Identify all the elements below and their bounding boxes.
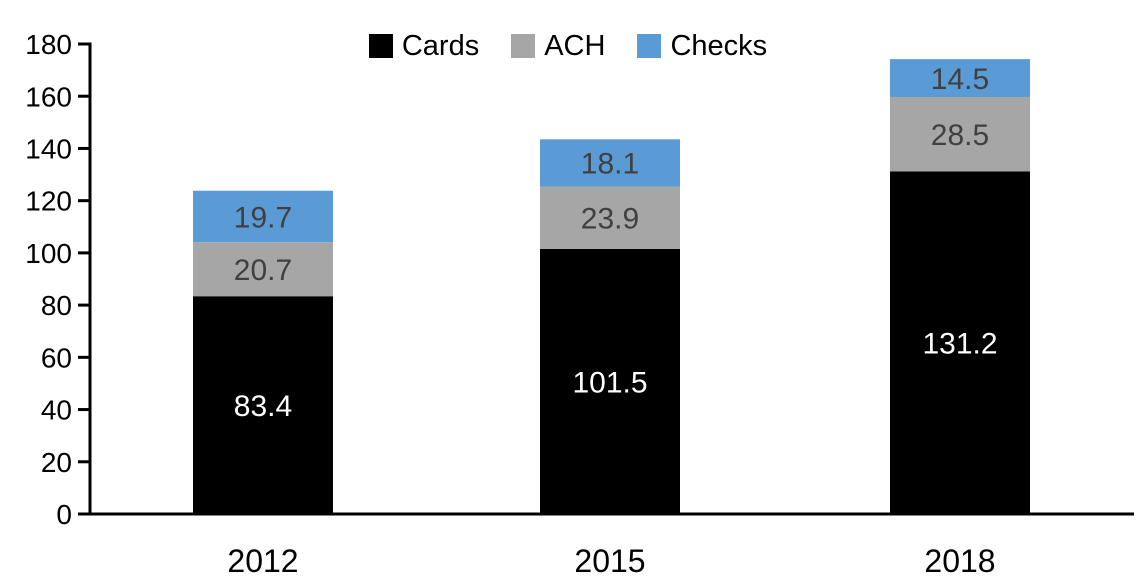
legend-label-cards: Cards: [401, 29, 480, 62]
y-tick-label-40: 40: [41, 395, 72, 426]
bar-segment-2012-ach: [193, 242, 333, 297]
bar-label-2018-ach: 28.5: [931, 119, 989, 152]
y-tick-label-0: 0: [56, 499, 72, 530]
bar-label-2018-cards: 131.2: [922, 328, 997, 361]
bar-label-2015-ach: 23.9: [581, 203, 639, 236]
bar-label-2012-checks: 19.7: [234, 201, 292, 234]
bar-segment-2018-checks: [890, 59, 1030, 98]
legend-swatch-cards: [368, 34, 393, 58]
bar-segment-2015-ach: [540, 186, 680, 249]
bar-segment-2018-ach: [890, 97, 1030, 172]
y-tick-label-100: 100: [25, 238, 72, 269]
y-tick-label-80: 80: [41, 290, 72, 321]
legend-item-ach: ACH: [511, 29, 606, 62]
x-axis-label-2012: 2012: [227, 543, 298, 579]
y-tick-label-160: 160: [25, 81, 72, 112]
legend-label-ach: ACH: [544, 29, 606, 62]
legend-swatch-checks: [637, 34, 662, 58]
legend-label-checks: Checks: [670, 29, 768, 62]
legend: Cards ACH Checks: [0, 31, 1136, 61]
y-tick-label-60: 60: [41, 342, 72, 373]
bar-segment-2018-cards: [890, 171, 1030, 514]
y-tick-label-140: 140: [25, 134, 72, 165]
bar-label-2018-checks: 14.5: [931, 63, 989, 96]
legend-item-checks: Checks: [637, 29, 768, 62]
bar-segment-2015-cards: [540, 248, 680, 514]
x-axis-label-2015: 2015: [574, 543, 645, 579]
bar-segment-2012-checks: [193, 190, 333, 243]
legend-swatch-ach: [511, 34, 536, 58]
bar-label-2015-checks: 18.1: [581, 148, 639, 181]
bar-label-2012-cards: 83.4: [234, 390, 292, 423]
x-axis-label-2018: 2018: [924, 543, 995, 579]
y-tick-label-20: 20: [41, 447, 72, 478]
bar-label-2012-ach: 20.7: [234, 254, 292, 287]
bar-segment-2012-cards: [193, 296, 333, 514]
bar-segment-2015-checks: [540, 139, 680, 187]
legend-item-cards: Cards: [368, 29, 480, 62]
bar-label-2015-cards: 101.5: [572, 366, 647, 399]
y-tick-label-180: 180: [25, 29, 72, 60]
y-tick-label-120: 120: [25, 186, 72, 217]
